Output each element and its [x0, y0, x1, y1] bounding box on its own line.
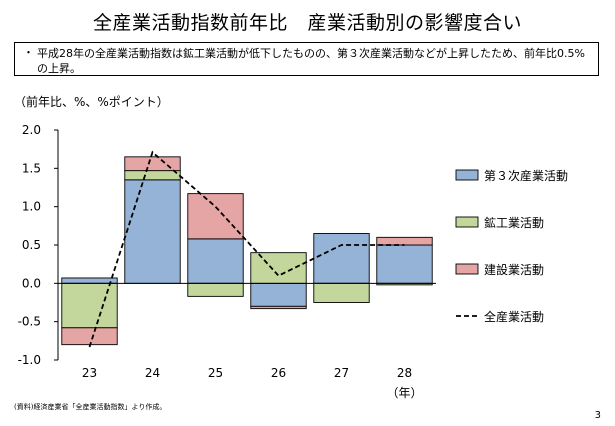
x-tick-label: 23 [82, 366, 97, 380]
total-line [88, 150, 405, 348]
legend-swatch [455, 216, 479, 228]
x-axis-label: （年） [386, 386, 422, 400]
total-line-layer [88, 150, 405, 348]
legend-swatch [455, 169, 479, 181]
bar-segment [250, 282, 307, 307]
summary-text: 平成28年の全産業活動指数は鉱工業活動が低下したものの、第３次産業活動などが上昇… [37, 47, 585, 75]
bar-segment [187, 238, 244, 284]
legend-label: 建設業活動 [484, 262, 544, 277]
y-tick-label: 2.0 [22, 123, 41, 137]
y-tick-label: -0.5 [18, 315, 41, 329]
x-tick-label: 28 [397, 366, 412, 380]
bullet-mark: ・ [23, 46, 34, 59]
x-tick-label: 25 [208, 366, 223, 380]
bar-segment [124, 156, 181, 172]
bar-segment [313, 233, 370, 284]
y-axis-unit-label: （前年比、%、%ポイント） [14, 95, 169, 109]
bar-segment [376, 244, 433, 284]
axes-layer: 2.0 1.5 1.0 0.5 0.0 -0.5 -1.0 23 24 25 26 27 28 （年） [18, 123, 423, 400]
y-tick-label: 1.5 [22, 161, 41, 175]
y-tick-label: -1.0 [18, 353, 41, 367]
summary-box: ・ 平成28年の全産業活動指数は鉱工業活動が低下したものの、第３次産業活動などが… [14, 42, 599, 76]
bar-segment [187, 193, 244, 240]
page-title: 全産業活動指数前年比 産業活動別の影響度合い [92, 12, 522, 34]
y-tick-label: 1.0 [22, 200, 41, 214]
bar-segment [250, 305, 307, 310]
legend-swatch [455, 263, 479, 275]
x-tick-label: 24 [145, 366, 160, 380]
bar-segment [313, 282, 370, 303]
bar-segment [61, 277, 118, 284]
legend-label: 全産業活動 [484, 309, 544, 324]
bar-layer [61, 156, 433, 346]
source-note: (資料)経済産業省「全産業活動指数」より作成。 [14, 403, 167, 411]
y-tick-label: 0.0 [22, 276, 41, 290]
bar-segment [124, 170, 181, 181]
x-tick-label: 27 [334, 366, 349, 380]
y-tick-label: 0.5 [22, 238, 41, 252]
bar-segment [187, 282, 244, 297]
bar-segment [124, 179, 181, 284]
legend-label: 第３次産業活動 [484, 168, 568, 183]
legend-label: 鉱工業活動 [484, 215, 544, 230]
bar-segment [376, 236, 433, 246]
page-number: 3 [594, 410, 601, 421]
x-tick-label: 26 [271, 366, 286, 380]
bar-segment [250, 252, 307, 284]
bar-segment [61, 327, 118, 346]
bar-segment [61, 282, 118, 329]
